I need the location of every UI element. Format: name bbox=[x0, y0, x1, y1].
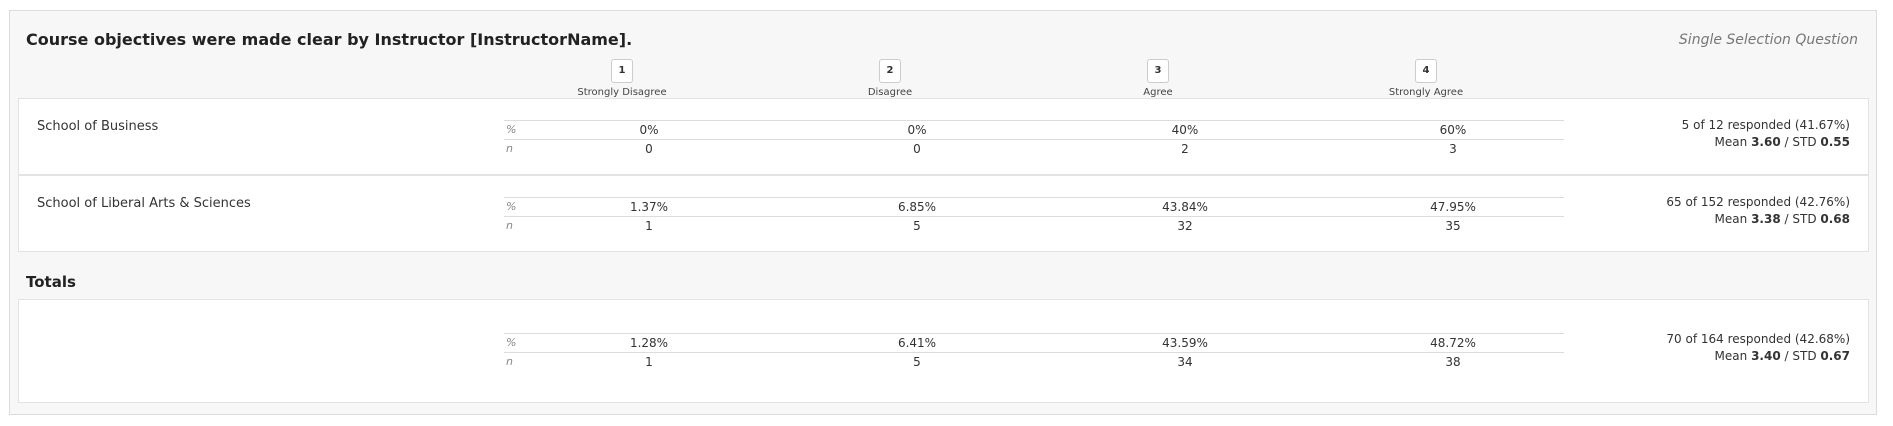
percent-cell: 47.95% bbox=[1430, 200, 1476, 214]
std-label: / STD bbox=[1784, 212, 1817, 226]
responded-text: 65 of 152 responded (42.76%) bbox=[1666, 195, 1850, 209]
responded-text: 5 of 12 responded (41.67%) bbox=[1681, 118, 1850, 132]
group-name: School of Business bbox=[37, 119, 159, 134]
std-value: 0.55 bbox=[1820, 135, 1850, 149]
scale-option-1: 1 Strongly Disagree bbox=[552, 58, 692, 98]
percent-cell: 0% bbox=[907, 123, 927, 137]
question-type-label: Single Selection Question bbox=[1678, 32, 1858, 48]
percent-cell: 40% bbox=[1171, 123, 1199, 137]
scale-label: Strongly Disagree bbox=[577, 87, 667, 98]
percent-cell: 48.72% bbox=[1430, 336, 1476, 350]
row-label: % bbox=[506, 336, 517, 349]
count-cell: 2 bbox=[1181, 142, 1189, 156]
scale-number-box: 1 bbox=[611, 59, 633, 83]
percent-row: % 1.37% 6.85% 43.84% 47.95% bbox=[504, 197, 1564, 217]
percent-cell: 0% bbox=[639, 123, 659, 137]
percent-cell: 1.37% bbox=[629, 200, 669, 214]
mean-std-line: Mean 3.40 / STD 0.67 bbox=[1666, 348, 1850, 365]
scale-option-2: 2 Disagree bbox=[820, 58, 960, 98]
count-cell: 0 bbox=[645, 142, 653, 156]
row-label: % bbox=[506, 123, 517, 136]
count-cell: 1 bbox=[645, 219, 653, 233]
scale-option-4: 4 Strongly Agree bbox=[1356, 58, 1496, 98]
std-value: 0.67 bbox=[1820, 349, 1850, 363]
count-cell: 5 bbox=[913, 355, 921, 369]
count-cell: 5 bbox=[913, 219, 921, 233]
responded-text: 70 of 164 responded (42.68%) bbox=[1666, 332, 1850, 346]
row-label: n bbox=[506, 219, 513, 232]
totals-stats: 70 of 164 responded (42.68%) Mean 3.40 /… bbox=[1666, 331, 1850, 365]
count-row: n 1 5 34 38 bbox=[504, 352, 1564, 372]
group-name: School of Liberal Arts & Sciences bbox=[37, 196, 251, 211]
std-value: 0.68 bbox=[1820, 212, 1850, 226]
row-label: n bbox=[506, 355, 513, 368]
row-label: n bbox=[506, 142, 513, 155]
totals-card: % 1.28% 6.41% 43.59% 48.72% n 1 5 34 38 … bbox=[18, 299, 1869, 403]
std-label: / STD bbox=[1784, 349, 1817, 363]
mean-value: 3.60 bbox=[1751, 135, 1781, 149]
question-title: Course objectives were made clear by Ins… bbox=[26, 30, 633, 49]
percent-cell: 6.85% bbox=[897, 200, 937, 214]
mean-value: 3.40 bbox=[1751, 349, 1781, 363]
mean-label: Mean bbox=[1714, 135, 1748, 149]
std-label: / STD bbox=[1784, 135, 1817, 149]
scale-number-box: 2 bbox=[879, 59, 901, 83]
row-label: % bbox=[506, 200, 517, 213]
count-cell: 0 bbox=[913, 142, 921, 156]
count-cell: 34 bbox=[1177, 355, 1193, 369]
scale-label: Disagree bbox=[867, 87, 913, 98]
count-row: n 0 0 2 3 bbox=[504, 139, 1564, 159]
group-card-liberal-arts: School of Liberal Arts & Sciences % 1.37… bbox=[18, 175, 1869, 252]
count-cell: 35 bbox=[1445, 219, 1461, 233]
group-stats: 65 of 152 responded (42.76%) Mean 3.38 /… bbox=[1666, 194, 1850, 228]
count-row: n 1 5 32 35 bbox=[504, 216, 1564, 236]
question-panel: Course objectives were made clear by Ins… bbox=[9, 10, 1877, 415]
percent-row: % 0% 0% 40% 60% bbox=[504, 120, 1564, 140]
percent-cell: 60% bbox=[1439, 123, 1467, 137]
mean-value: 3.38 bbox=[1751, 212, 1781, 226]
percent-cell: 43.59% bbox=[1162, 336, 1208, 350]
mean-std-line: Mean 3.38 / STD 0.68 bbox=[1666, 211, 1850, 228]
percent-cell: 43.84% bbox=[1162, 200, 1208, 214]
percent-row: % 1.28% 6.41% 43.59% 48.72% bbox=[504, 333, 1564, 353]
count-cell: 3 bbox=[1449, 142, 1457, 156]
scale-label: Strongly Agree bbox=[1388, 87, 1464, 98]
scale-label: Agree bbox=[1143, 87, 1173, 98]
mean-label: Mean bbox=[1714, 212, 1748, 226]
mean-label: Mean bbox=[1714, 349, 1748, 363]
mean-std-line: Mean 3.60 / STD 0.55 bbox=[1682, 134, 1850, 151]
totals-heading: Totals bbox=[26, 273, 76, 291]
count-cell: 32 bbox=[1177, 219, 1193, 233]
percent-cell: 1.28% bbox=[629, 336, 669, 350]
group-card-business: School of Business % 0% 0% 40% 60% n 0 0… bbox=[18, 98, 1869, 175]
scale-number-box: 4 bbox=[1415, 59, 1437, 83]
count-cell: 1 bbox=[645, 355, 653, 369]
count-cell: 38 bbox=[1445, 355, 1461, 369]
scale-option-3: 3 Agree bbox=[1088, 58, 1228, 98]
scale-number-box: 3 bbox=[1147, 59, 1169, 83]
percent-cell: 6.41% bbox=[897, 336, 937, 350]
group-stats: 5 of 12 responded (41.67%) Mean 3.60 / S… bbox=[1682, 117, 1850, 151]
